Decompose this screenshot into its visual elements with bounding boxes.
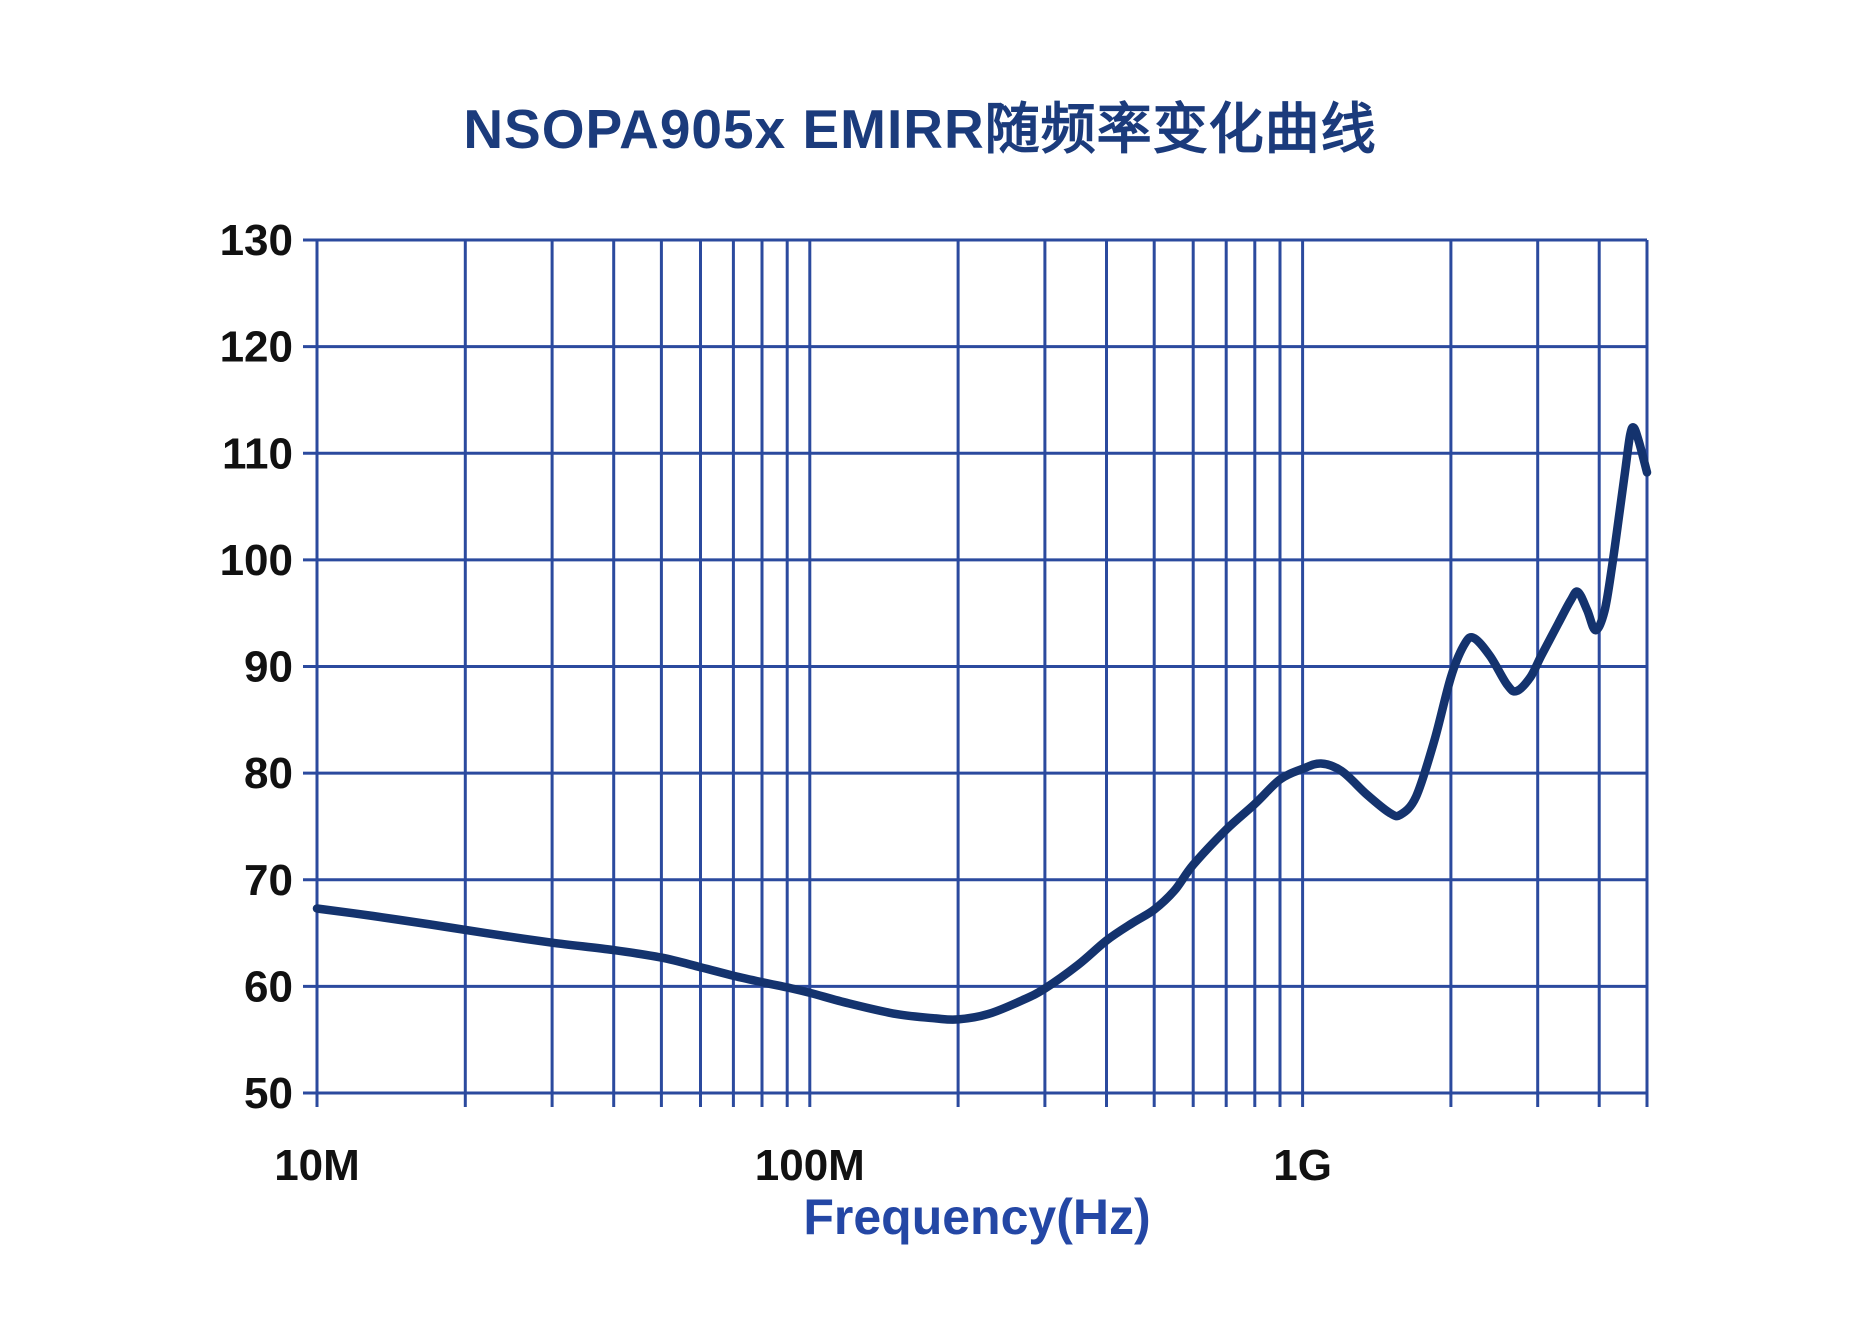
emirr-curve [312, 423, 1652, 1024]
x-gridlines [315, 240, 1649, 1107]
y-tick-labels: 130 120 110 100 90 80 70 60 50 [220, 216, 293, 1118]
y-tick-label: 60 [244, 962, 293, 1011]
x-axis-title: Frequency(Hz) [803, 1189, 1151, 1245]
y-gridlines [303, 238, 1647, 1095]
y-tick-label: 130 [220, 216, 293, 265]
x-tick-label: 1G [1273, 1141, 1332, 1190]
y-tick-label: 50 [244, 1069, 293, 1118]
x-tick-label: 10M [274, 1141, 360, 1190]
y-tick-label: 70 [244, 856, 293, 905]
y-tick-label: 110 [222, 429, 293, 478]
y-tick-label: 90 [244, 643, 293, 692]
chart-title: NSOPA905x EMIRR随频率变化曲线 [463, 98, 1377, 160]
y-tick-label: 80 [244, 749, 293, 798]
x-tick-label: 100M [755, 1141, 865, 1190]
y-tick-label: 120 [220, 323, 293, 372]
x-tick-labels: 10M 100M 1G [274, 1141, 1332, 1190]
y-tick-label: 100 [220, 536, 293, 585]
